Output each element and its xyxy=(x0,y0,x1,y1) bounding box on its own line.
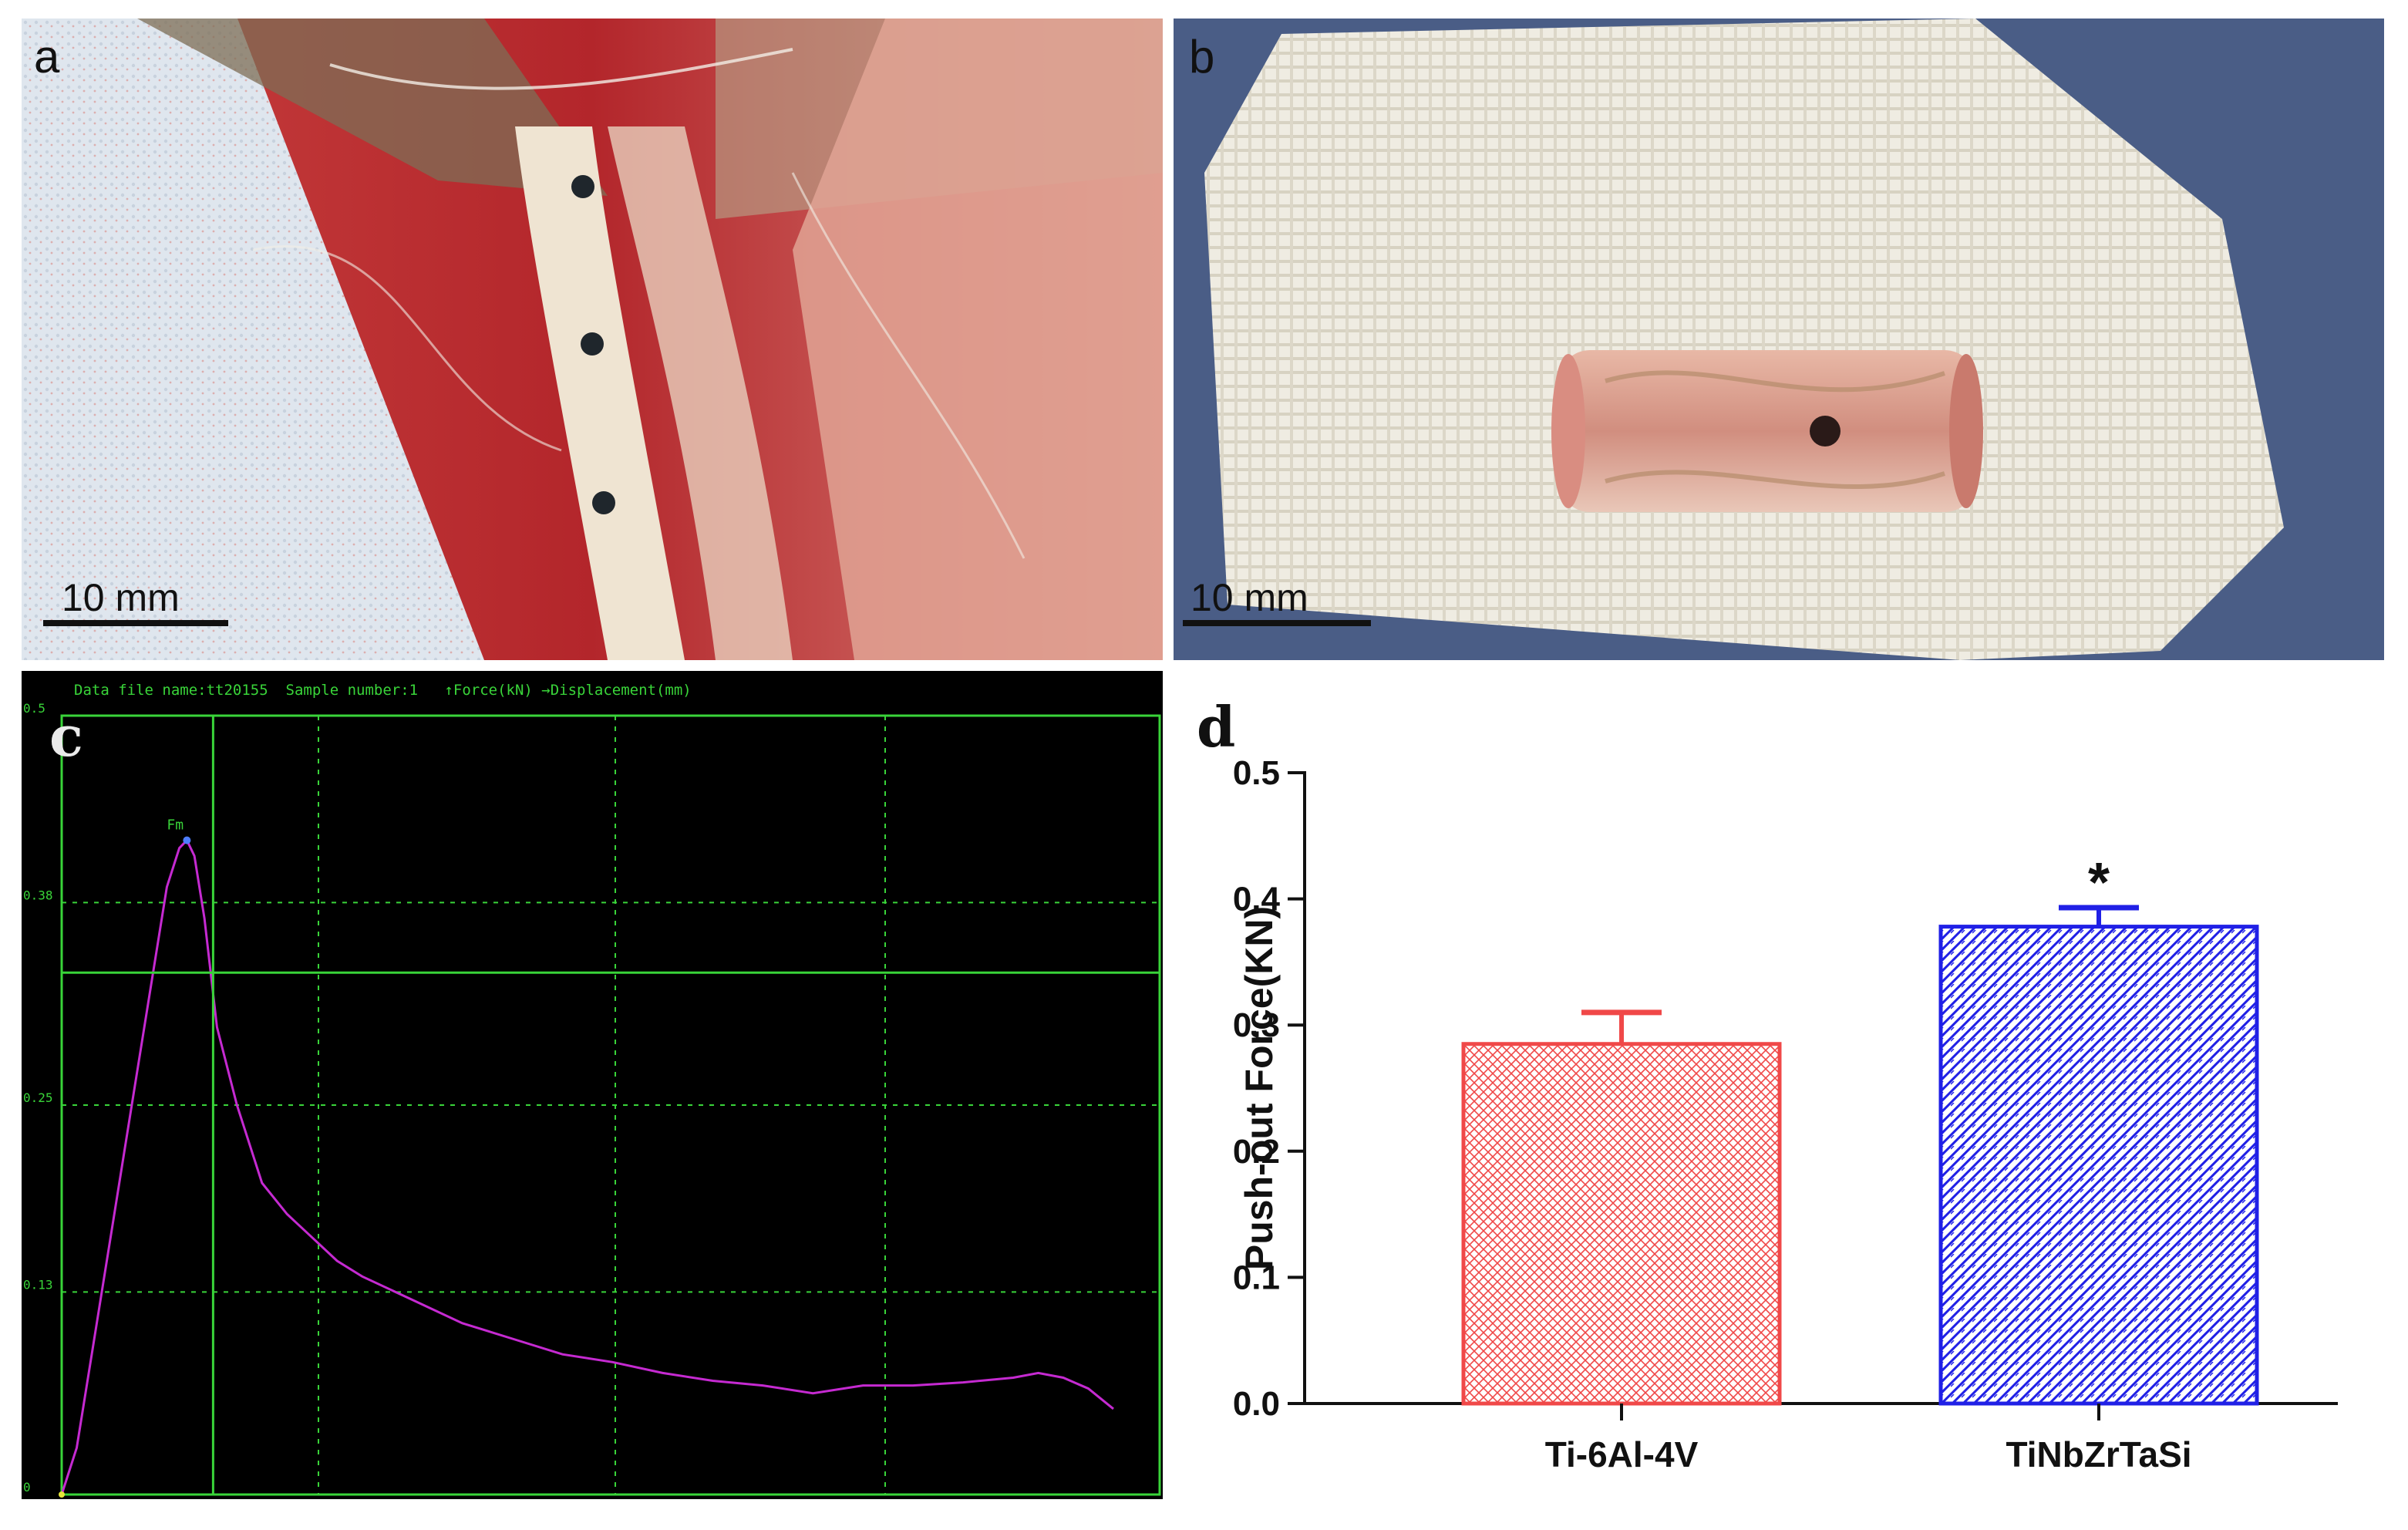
y-tick-label: 0.5 xyxy=(1233,754,1280,792)
y-tick-label: 0.3 xyxy=(1233,1006,1280,1044)
panel-b-scale-bar xyxy=(1183,620,1371,626)
panel-c-label: c xyxy=(49,703,83,769)
y-tick-label: 0.1 xyxy=(1233,1259,1280,1296)
surgical-site-image xyxy=(22,19,1163,660)
panel-d-plot: 0.0 0.1 0.2 0.3 0.4 0.5 Push-out Force(KN) Ti-6… xyxy=(1233,754,2338,1474)
y-axis-label: Push-out Force(KN) xyxy=(1238,906,1281,1270)
panel-d-label: d xyxy=(1197,694,1236,760)
panel-a-scale-bar xyxy=(43,620,228,626)
panel-b-scale-text: 10 mm xyxy=(1191,576,1308,619)
panel-c-plot: 0 0.13 0.25 0.38 0.5 Fm xyxy=(23,701,1161,1498)
y-tick-label: 0 xyxy=(23,1480,31,1495)
significance-marker: * xyxy=(2088,852,2110,914)
x-tick-label: TiNbZrTaSi xyxy=(2006,1434,2191,1474)
y-tick-label: 0.13 xyxy=(23,1277,53,1292)
panel-c-force-curve: Data file name:tt20155 Sample number:1 ↑… xyxy=(22,671,1163,1499)
force-curve xyxy=(60,838,1114,1495)
panel-c-header: Data file name:tt20155 Sample number:1 ↑… xyxy=(74,682,692,699)
y-tick-label: 0.2 xyxy=(1233,1133,1280,1171)
x-tick-label: Ti-6Al-4V xyxy=(1545,1434,1699,1474)
panel-b-label: b xyxy=(1189,31,1215,83)
peak-label: Fm xyxy=(167,817,184,834)
y-tick-label: 0.0 xyxy=(1233,1385,1280,1423)
bar-Ti-6Al-4V xyxy=(1461,1042,1782,1406)
explant-image xyxy=(1174,19,2384,660)
origin-marker xyxy=(59,1491,65,1498)
bar-TiNbZrTaSi xyxy=(1938,925,2259,1406)
y-tick-label: 0.4 xyxy=(1233,881,1281,918)
panel-d-bar-chart: d 0.0 0.1 0.2 0.3 0.4 0.5 Push-out Force(KN) Ti… xyxy=(1174,671,2384,1499)
panel-b-photo: b 10 mm xyxy=(1174,19,2384,660)
peak-marker xyxy=(183,836,191,844)
y-tick-label: 0.38 xyxy=(23,888,53,902)
y-tick-label: 0.25 xyxy=(23,1090,53,1105)
panel-a-scale-text: 10 mm xyxy=(62,576,180,619)
panel-a-photo: a 10 mm xyxy=(22,19,1163,660)
y-tick-label: 0.5 xyxy=(23,701,45,716)
panel-a-label: a xyxy=(34,31,60,83)
